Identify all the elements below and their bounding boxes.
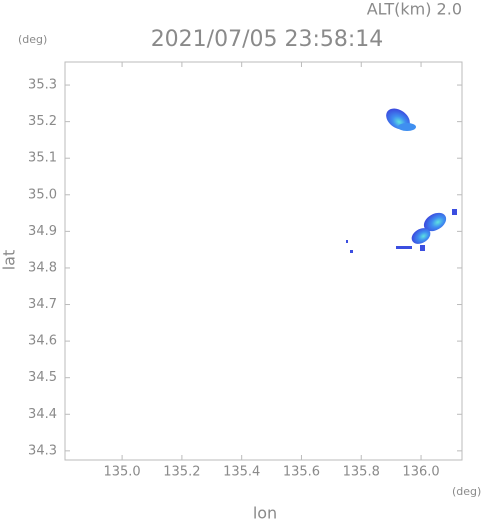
x-tick-label: 135.2: [163, 465, 200, 480]
chart-title: 2021/07/05 23:58:14: [151, 27, 384, 52]
y-tick-label: 35.0: [28, 187, 57, 202]
x-tick-label: 135.6: [283, 465, 320, 480]
x-tick-label: 135.8: [343, 465, 380, 480]
y-tick-label: 34.9: [28, 224, 57, 239]
y-tick-label: 34.6: [28, 334, 57, 349]
altitude-label: ALT(km) 2.0: [367, 0, 462, 19]
y-axis-label: lat: [0, 250, 19, 271]
y-tick-label: 35.1: [28, 151, 57, 166]
y-tick-label: 34.7: [28, 297, 57, 312]
y-unit: (deg): [18, 33, 47, 46]
y-tick-label: 35.3: [28, 78, 57, 93]
x-tick-label: 135.4: [223, 465, 260, 480]
y-tick-label: 34.5: [28, 370, 57, 385]
x-axis-label: lon: [253, 504, 277, 522]
x-tick-label: 135.0: [103, 465, 140, 480]
plot-frame: [64, 61, 463, 461]
y-tick-label: 35.2: [28, 114, 57, 129]
x-tick-label: 136.0: [402, 465, 439, 480]
y-tick-label: 34.4: [28, 407, 57, 422]
y-tick-label: 34.3: [28, 443, 57, 458]
x-unit: (deg): [452, 485, 481, 498]
radar-echo: [346, 108, 457, 253]
y-tick-label: 34.8: [28, 260, 57, 275]
